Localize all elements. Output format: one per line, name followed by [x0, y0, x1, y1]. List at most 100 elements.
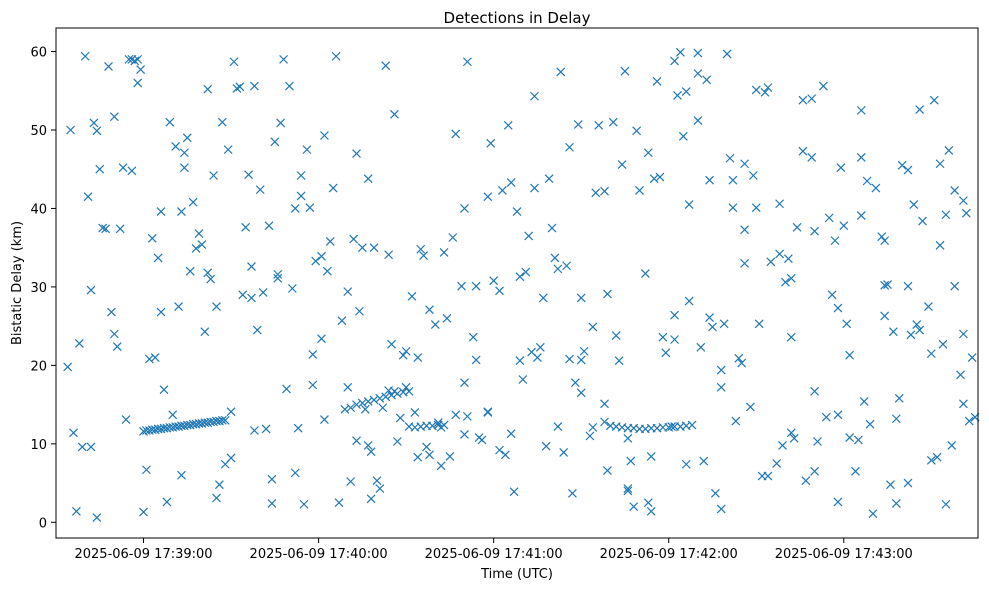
data-point [888, 327, 898, 337]
data-point [340, 404, 350, 414]
data-point [562, 261, 572, 271]
data-point [824, 213, 834, 223]
data-point [775, 199, 785, 209]
data-point [136, 65, 146, 75]
data-point [247, 293, 256, 303]
data-point [708, 322, 717, 332]
data-point [363, 174, 373, 184]
data-point [923, 302, 933, 311]
data-point [497, 185, 507, 195]
data-point [506, 429, 516, 439]
data-point [495, 286, 504, 296]
data-point [853, 435, 863, 445]
data-point [267, 499, 277, 508]
data-point [468, 332, 478, 342]
data-point [915, 325, 925, 335]
data-point [588, 322, 598, 332]
data-point [451, 410, 461, 420]
data-point [842, 319, 852, 329]
data-point [512, 207, 522, 217]
data-point [687, 420, 697, 430]
data-point [179, 148, 189, 158]
data-point [716, 504, 726, 514]
data-point [740, 225, 750, 235]
data-point [194, 229, 204, 238]
data-point [197, 240, 207, 249]
data-point [71, 506, 81, 516]
data-point [588, 422, 598, 432]
data-point [649, 174, 659, 184]
data-point [530, 183, 539, 193]
data-point [646, 451, 656, 461]
data-point [276, 118, 286, 128]
data-point [667, 422, 677, 432]
data-point [86, 285, 96, 295]
data-point [886, 480, 895, 490]
data-point [182, 133, 192, 143]
data-point [171, 142, 181, 151]
data-point [591, 188, 601, 198]
data-point [600, 186, 609, 196]
data-point [926, 455, 936, 465]
data-point [238, 290, 248, 300]
data-point [398, 350, 408, 360]
data-point [941, 210, 951, 220]
data-point [716, 365, 726, 375]
data-point [518, 375, 528, 384]
data-point [553, 264, 563, 274]
x-tick-label: 2025-06-09 17:41:00 [425, 547, 563, 562]
data-point [532, 353, 542, 362]
data-point [906, 330, 916, 340]
data-point [818, 81, 828, 91]
data-point [786, 332, 796, 342]
data-point [249, 426, 259, 435]
data-point [912, 320, 922, 330]
data-point [702, 75, 712, 85]
data-point [903, 478, 913, 488]
data-point [363, 397, 373, 406]
data-point [98, 223, 108, 233]
data-point [696, 342, 706, 352]
data-point [460, 204, 469, 213]
data-point [462, 411, 472, 421]
data-point [705, 175, 714, 185]
data-point [964, 416, 974, 426]
data-point [477, 435, 487, 445]
data-point [950, 185, 960, 195]
data-point [80, 51, 90, 61]
data-point [614, 356, 624, 366]
data-point [833, 497, 843, 507]
data-point [903, 165, 913, 175]
data-point [401, 382, 411, 392]
data-point [956, 370, 965, 380]
data-point [200, 327, 210, 337]
data-point [594, 120, 604, 130]
data-point [375, 393, 385, 403]
data-point [515, 356, 525, 366]
data-point [357, 243, 367, 253]
data-point [576, 293, 586, 303]
data-point [433, 418, 443, 428]
data-point [740, 258, 750, 268]
data-point [168, 410, 178, 420]
data-point [249, 81, 259, 91]
data-point [792, 222, 802, 232]
data-point [643, 148, 653, 158]
data-point [363, 440, 373, 450]
data-point [244, 170, 253, 180]
data-point [801, 476, 811, 486]
data-point [471, 281, 481, 291]
data-point [425, 450, 434, 460]
data-point [862, 176, 872, 186]
data-point [109, 329, 119, 339]
data-point [509, 487, 519, 497]
data-point [576, 355, 586, 365]
data-point [267, 474, 277, 484]
data-point [384, 386, 394, 395]
data-point [670, 335, 679, 344]
data-point [270, 137, 280, 147]
plot-area-frame [55, 27, 979, 539]
chart-title: Detections in Delay [444, 9, 591, 27]
data-point [346, 403, 356, 413]
data-point [104, 62, 113, 71]
